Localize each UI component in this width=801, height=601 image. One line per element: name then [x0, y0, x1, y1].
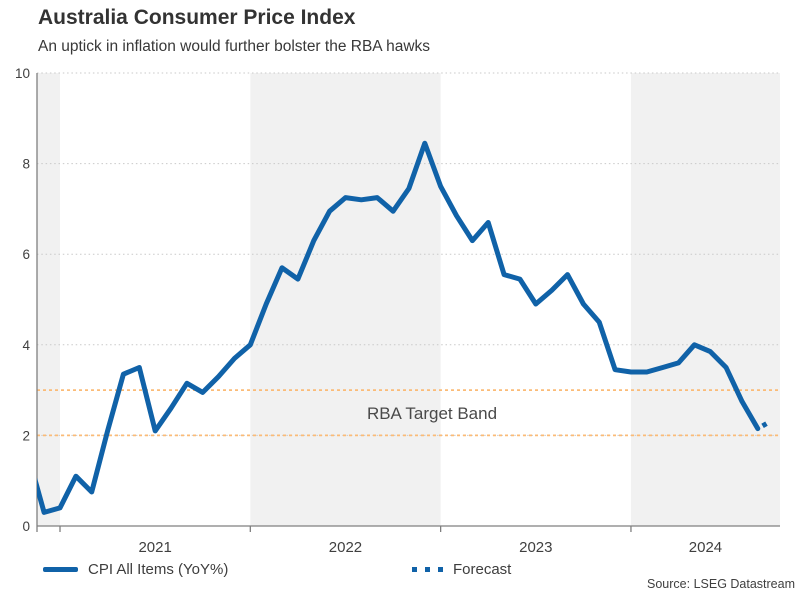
chart-title: Australia Consumer Price Index [38, 6, 356, 29]
y-tick-label-8: 8 [22, 157, 30, 172]
y-tick-label-0: 0 [22, 519, 30, 534]
source-credit: Source: LSEG Datastream [647, 577, 795, 591]
axes [36, 73, 780, 532]
cpi-line [37, 140, 761, 515]
legend-label-cpi: CPI All Items (YoY%) [88, 560, 229, 578]
cpi-line-group [37, 140, 761, 515]
forecast-line-group [756, 417, 775, 431]
y-tick-label-6: 6 [22, 247, 30, 262]
x-tick-label-2024: 2024 [689, 539, 722, 556]
x-tick-label-2022: 2022 [329, 539, 362, 556]
y-tick-label-4: 4 [22, 338, 30, 353]
chart-subtitle: An uptick in inflation would further bol… [38, 38, 431, 55]
legend-item-cpi: CPI All Items (YoY%) [43, 559, 228, 579]
legend-label-forecast: Forecast [453, 560, 512, 578]
forecast-dotted-swatch [412, 566, 443, 572]
y-tick-label-2: 2 [22, 428, 30, 443]
target-band-lines [37, 389, 780, 437]
x-tick-labels: 2021 2022 2023 2024 [138, 539, 722, 556]
legend-item-forecast: Forecast [412, 559, 511, 579]
y-tick-labels: 0 2 4 6 8 10 [15, 66, 31, 534]
year-band-2024 [630, 73, 780, 526]
y-tick-label-10: 10 [15, 66, 30, 81]
shaded-bands [37, 73, 780, 526]
x-tick-label-2021: 2021 [138, 539, 171, 556]
year-band-2020 [37, 73, 60, 526]
cpi-line-swatch [43, 566, 78, 572]
legend: CPI All Items (YoY%) Forecast [0, 559, 801, 579]
x-tick-label-2023: 2023 [519, 539, 552, 556]
forecast-line [756, 417, 775, 431]
year-band-2022 [250, 73, 441, 526]
rba-target-band-label: RBA Target Band [367, 404, 497, 423]
